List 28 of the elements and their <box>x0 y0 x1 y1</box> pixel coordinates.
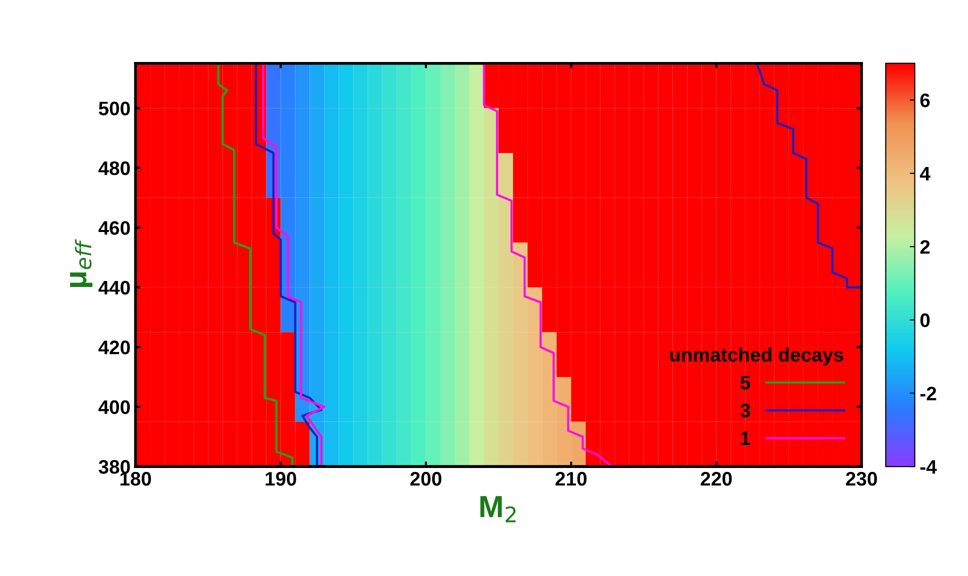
y-tick-label: 420 <box>98 340 130 354</box>
y-tick-label: 500 <box>98 102 130 116</box>
y-tick-label: 380 <box>98 460 130 474</box>
color-bar-label: 4 <box>920 166 930 180</box>
x-tick-label: 200 <box>410 472 442 486</box>
x-axis-title: M$_{2}$ <box>480 496 516 522</box>
y-tick-label: 440 <box>98 280 130 295</box>
color-bar-label: 0 <box>920 313 930 328</box>
color-bar-label: -2 <box>920 386 936 400</box>
legend-label: 5 <box>740 376 750 390</box>
x-tick-label: 230 <box>846 472 877 486</box>
line-series <box>756 63 862 288</box>
line-series <box>217 63 294 467</box>
y-tick-label: 460 <box>98 221 130 235</box>
y-tick-label: 400 <box>98 400 130 414</box>
x-tick-label: 190 <box>266 472 296 486</box>
y-axis-title: μ$_{eff}$ <box>70 239 92 287</box>
y-tick-label: 480 <box>98 161 130 176</box>
color-bar-label: 6 <box>920 93 930 108</box>
legend-title: unmatched decays <box>670 347 844 366</box>
color-bar-label: -4 <box>920 460 937 474</box>
legend-label: 1 <box>741 432 750 446</box>
legend-label: 3 <box>740 404 750 418</box>
x-tick-label: 180 <box>120 472 151 486</box>
color-bar-label: 2 <box>920 240 930 254</box>
line-series <box>482 63 613 467</box>
x-tick-label: 220 <box>700 472 732 486</box>
x-tick-label: 210 <box>556 472 587 486</box>
